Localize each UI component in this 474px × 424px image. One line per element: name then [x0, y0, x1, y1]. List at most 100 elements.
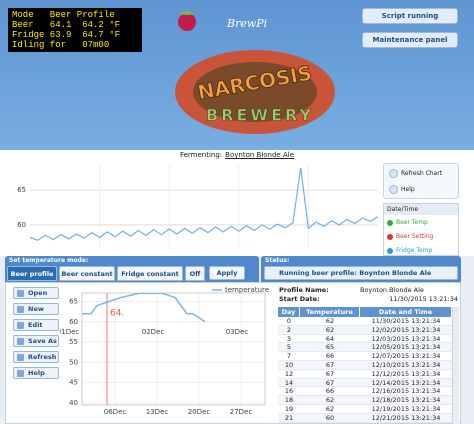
button-label: New: [28, 305, 44, 313]
top-date-label: 03Dec: [226, 328, 249, 336]
table-cell: 12: [278, 369, 300, 379]
scrollbar: [452, 307, 459, 424]
button-icon: [17, 370, 24, 377]
button-icon: [389, 169, 398, 178]
table-cell: 62: [300, 396, 360, 405]
y-tick-label: 65: [17, 186, 26, 194]
table-cell: 64: [300, 334, 360, 344]
table-cell: 67: [300, 369, 360, 379]
table-cell: 60: [300, 413, 360, 423]
top-date-label: 01Dec: [60, 328, 79, 336]
x-tick-label: 06Dec: [104, 408, 127, 416]
fermenting-label: Fermenting:: [179, 151, 223, 159]
legend-header: Date/Time: [384, 204, 458, 215]
legend-item[interactable]: Beer Temp: [384, 217, 458, 229]
table-cell: 5: [278, 343, 300, 353]
table-cell: 12/16/2015 13:21:34: [360, 387, 452, 397]
legend-item[interactable]: Fridge Temp: [384, 245, 458, 255]
fermenting-beer: Boynton Blonde Ale: [225, 151, 295, 159]
profile-name: Boynton Blonde Ale: [360, 286, 424, 294]
table-cell: 67: [300, 361, 360, 370]
table-cell: 66: [300, 387, 360, 397]
legend-label: temperature: [225, 286, 269, 294]
logo-brand: BrewPi: [226, 17, 267, 30]
table-cell: 12/07/2015 13:21:34: [360, 352, 452, 361]
profile-button[interactable]: New: [13, 303, 59, 315]
raspberry-leaf: [179, 11, 195, 15]
marker-label: 64.: [110, 309, 124, 319]
table-cell: 21: [278, 413, 300, 423]
table-cell: 12/14/2015 13:21:34: [360, 378, 452, 388]
apply-button[interactable]: Apply: [209, 266, 245, 280]
profile-button[interactable]: Refresh: [13, 351, 59, 363]
legend-item[interactable]: Beer Setting: [384, 231, 458, 243]
profile-button[interactable]: Save As: [13, 335, 59, 347]
table-cell: 12/21/2015 13:21:34: [360, 413, 452, 423]
button-icon: [17, 306, 24, 313]
profile-button[interactable]: Open: [13, 287, 59, 299]
profile-line: [82, 293, 206, 323]
table-cell: 10: [278, 361, 300, 370]
fermenting-bar: [0, 150, 474, 160]
table-cell: 14: [278, 378, 300, 388]
table-cell: 62: [300, 405, 360, 414]
button-label: Save As: [28, 337, 57, 345]
table-header: Day: [278, 307, 300, 317]
button-label: Help: [28, 369, 45, 377]
button-icon: [17, 290, 24, 297]
y-tick-label: 65: [69, 298, 78, 306]
start-date: 11/30/2015 13:21:34: [389, 295, 458, 303]
chart-button[interactable]: Help: [387, 183, 455, 196]
table-cell: 67: [300, 378, 360, 388]
top-date-label: 02Dec: [142, 328, 165, 336]
legend-dot: [387, 234, 393, 240]
button-label: Refresh: [28, 353, 57, 361]
start-date-label: Start Date:: [279, 295, 320, 303]
button-label: Maintenance panel: [372, 36, 448, 44]
table-cell: 12/03/2015 13:21:34: [360, 334, 452, 344]
y-tick-label: 50: [69, 358, 78, 366]
button-label: Refresh Chart: [401, 170, 443, 177]
legend-label: Beer Temp: [396, 219, 428, 226]
table-cell: 12/12/2015 13:21:34: [360, 369, 452, 379]
mode-tab[interactable]: Beer constant: [59, 266, 115, 281]
x-tick-label: 13Dec: [146, 408, 169, 416]
top-button[interactable]: Script running: [362, 8, 458, 24]
button-icon: [17, 354, 24, 361]
raspberry: [178, 13, 196, 31]
table-cell: 62: [300, 317, 360, 326]
x-tick-label: 20Dec: [188, 408, 211, 416]
legend: Date/Time Beer Temp Beer Setting Fridge Tem…: [383, 203, 459, 256]
table-cell: 62: [300, 325, 360, 335]
button-icon: [17, 338, 24, 345]
table-cell: 12/05/2015 13:21:34: [360, 343, 452, 353]
table-cell: 2: [278, 325, 300, 335]
chart-button[interactable]: Refresh Chart: [387, 167, 455, 180]
lcd-line: Beer 64.1 64.2 °F: [12, 20, 121, 30]
mode-tab[interactable]: Beer profile: [7, 266, 57, 281]
table-cell: 19: [278, 405, 300, 414]
profile-button[interactable]: Edit: [13, 319, 59, 331]
legend-label: Fridge Temp: [396, 247, 433, 254]
top-button[interactable]: Maintenance panel: [362, 32, 458, 48]
log-chart: 60 65: [17, 165, 379, 250]
mode-title: Set temperature mode:: [9, 257, 89, 264]
button-label: Open: [28, 289, 48, 297]
table-cell: 7: [278, 352, 300, 361]
table-cell: 16: [278, 387, 300, 397]
log-panel: Refresh Chart Help: [383, 163, 459, 199]
profile-chart: 40 45 50 55 60 65 06Dec 13Dec 20Dec 27Dec 01Dec 02D…: [60, 286, 269, 416]
mode-tab[interactable]: Fridge constant: [117, 266, 183, 281]
mode-tab[interactable]: Off: [185, 266, 205, 281]
table-header: Temperature: [300, 307, 360, 317]
button-icon: [17, 322, 24, 329]
profile-button[interactable]: Help: [13, 367, 59, 379]
legend-dot: [387, 248, 393, 254]
table-cell: 3: [278, 334, 300, 344]
plot-border: [81, 292, 266, 406]
status-text: Running beer profile: Boynton Blonde Ale: [264, 266, 458, 280]
lcd-line: Fridge 63.9 64.7 °F: [12, 30, 121, 40]
table-cell: 12/19/2015 13:21:34: [360, 405, 452, 414]
y-tick-label: 55: [69, 338, 78, 346]
